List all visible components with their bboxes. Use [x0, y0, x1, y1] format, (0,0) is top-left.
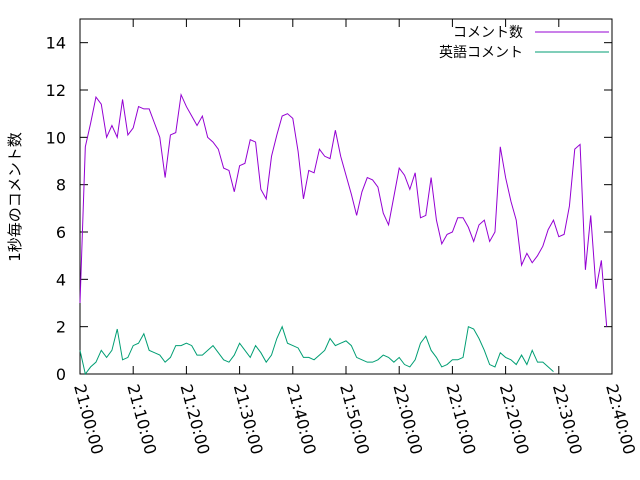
y-tick-label: 14 [46, 34, 66, 53]
y-axis-label: 1秒毎のコメント数 [6, 132, 24, 262]
series-group [79, 92, 608, 376]
y-tick-label: 12 [46, 81, 66, 100]
y-tick-label: 4 [56, 270, 66, 289]
y-tick-label: 2 [56, 318, 66, 337]
y-tick-label: 10 [46, 128, 66, 147]
y-tick-label: 6 [56, 223, 66, 242]
series-line-1 [79, 92, 608, 327]
legend-label-1: コメント数 [453, 25, 523, 41]
y-axis: 0 2 4 6 8 10 12 14 [46, 34, 612, 384]
series-line-2 [79, 325, 554, 376]
y-tick-label: 8 [56, 176, 66, 195]
y-tick-label: 0 [56, 365, 66, 384]
legend-label-2: 英語コメント [439, 44, 523, 61]
